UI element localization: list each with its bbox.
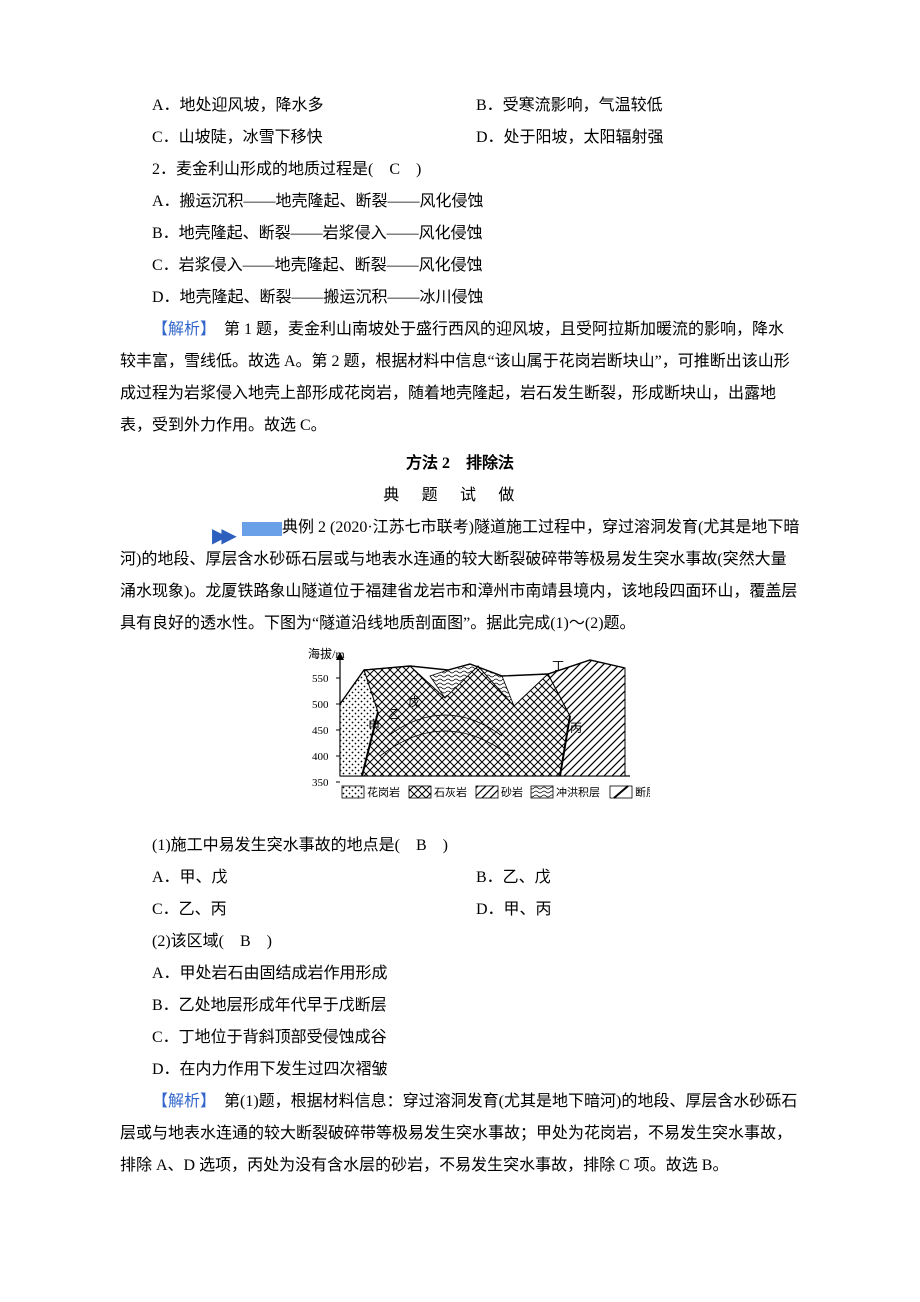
analysis-1: 【解析】 第 1 题，麦金利山南坡处于盛行西风的迎风坡，且受阿拉斯加暖流的影响，… — [120, 314, 800, 442]
marker-ding: 丁 — [552, 659, 564, 673]
y-tick-label: 400 — [312, 751, 329, 763]
q4-option-d: D．在内力作用下发生过四次褶皱 — [152, 1054, 800, 1086]
q2-option-c: C．岩浆侵入——地壳隆起、断裂——风化侵蚀 — [152, 250, 800, 282]
example-2-label: 典例 2 — [282, 519, 330, 536]
option-a: A．地处迎风坡，降水多 — [152, 90, 476, 122]
analysis-2: 【解析】 第(1)题，根据材料信息：穿过溶洞发育(尤其是地下暗河)的地段、厚层含… — [120, 1086, 800, 1182]
q4-option-c: C．丁地位于背斜顶部受侵蚀成谷 — [152, 1022, 800, 1054]
analysis-1-text: 第 1 题，麦金利山南坡处于盛行西风的迎风坡，且受阿拉斯加暖流的影响，降水较丰富… — [120, 321, 790, 434]
question-3-stem: (1)施工中易发生突水事故的地点是( B ) — [152, 830, 800, 862]
legend-label: 断层 — [635, 785, 650, 799]
legend-label: 砂岩 — [501, 785, 523, 799]
marker-jia: 甲 — [368, 719, 380, 733]
q4-option-a: A．甲处岩石由固结成岩作用形成 — [152, 958, 800, 990]
q3-option-b: B．乙、戊 — [476, 862, 800, 894]
analysis-2-text: 第(1)题，根据材料信息：穿过溶洞发育(尤其是地下暗河)的地段、厚层含水砂砾石层… — [120, 1093, 797, 1174]
option-d: D．处于阳坡，太阳辐射强 — [476, 122, 800, 154]
method-2-title: 方法 2 排除法 — [120, 448, 800, 480]
example-2-paragraph: ▶▶ 典例 2 (2020·江苏七市联考)隧道施工过程中，穿过溶洞发育(尤其是地… — [120, 512, 800, 640]
q4-option-b: B．乙处地层形成年代早于戊断层 — [152, 990, 800, 1022]
marker-yi: 乙 — [388, 707, 400, 721]
question-2-stem: 2．麦金利山形成的地质过程是( C ) — [152, 154, 800, 186]
option-c: C．山坡陡，冰雪下移快 — [152, 122, 476, 154]
marker-bing: 丙 — [570, 721, 582, 735]
analysis-label: 【解析】 — [152, 321, 208, 338]
q2-option-d: D．地壳隆起、断裂——搬运沉积——冰川侵蚀 — [152, 282, 800, 314]
y-axis-label: 海拔/m — [308, 646, 345, 661]
q3-option-d: D．甲、丙 — [476, 894, 800, 926]
option-b: B．受寒流影响，气温较低 — [476, 90, 800, 122]
example-arrow-icon: ▶▶ — [152, 512, 282, 544]
y-tick-label: 450 — [312, 725, 329, 737]
y-tick-label: 500 — [312, 699, 329, 711]
legend-label: 花岗岩 — [367, 785, 400, 799]
legend-label: 冲洪积层 — [556, 785, 600, 799]
analysis-label-2: 【解析】 — [152, 1093, 208, 1110]
q2-option-b: B．地壳隆起、断裂——岩浆侵入——风化侵蚀 — [152, 218, 800, 250]
legend-label: 石灰岩 — [434, 785, 467, 799]
question-4-stem: (2)该区域( B ) — [152, 926, 800, 958]
marker-wu: 戊 — [408, 695, 420, 709]
y-tick-label: 550 — [312, 673, 329, 685]
q2-option-a: A．搬运沉积——地壳隆起、断裂——风化侵蚀 — [152, 186, 800, 218]
q3-option-c: C．乙、丙 — [152, 894, 476, 926]
q3-option-a: A．甲、戊 — [152, 862, 476, 894]
method-2-subtitle: 典题试做 — [120, 480, 800, 512]
geology-cross-section-figure: 海拔/m 甲 乙 丙 丁 戊 花岗岩石灰岩砂岩冲洪积层断 — [120, 646, 800, 828]
y-tick-label: 350 — [312, 777, 329, 789]
